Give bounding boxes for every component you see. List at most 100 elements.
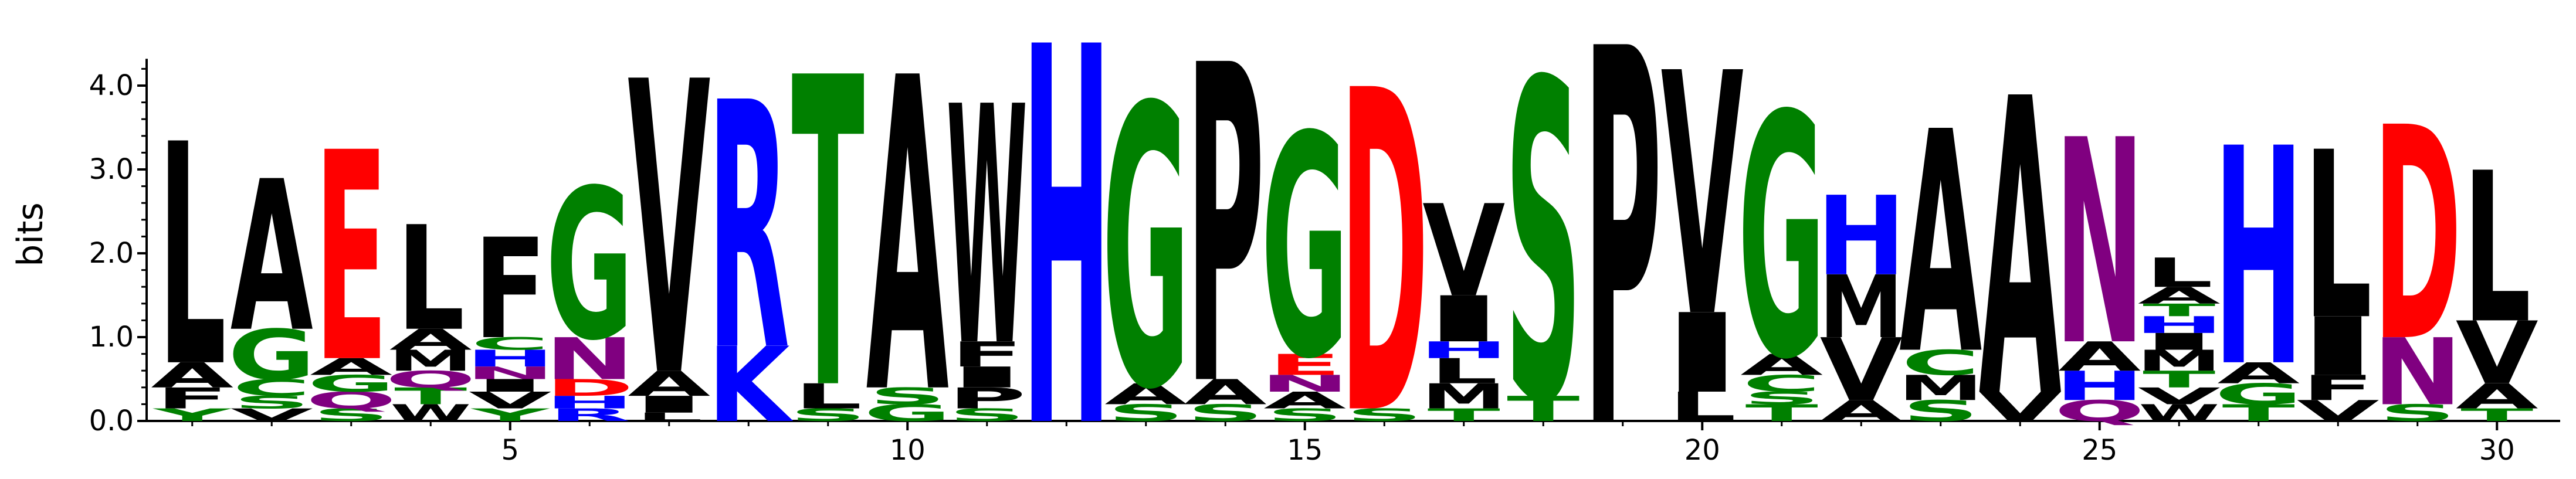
logo-letter: G — [1102, 26, 1190, 474]
logo-letter: F — [156, 382, 229, 415]
logo-letter: C — [471, 334, 550, 354]
logo-letter: G — [307, 371, 395, 398]
logo-letter: A — [1979, 13, 2062, 479]
logo-letter: S — [948, 405, 1025, 425]
logo-letter: N — [1260, 371, 1350, 398]
logo-letter: W — [390, 400, 471, 427]
logo-letter: S — [1107, 400, 1184, 427]
logo-letter: T — [792, 0, 865, 479]
logo-letter: V — [1661, 4, 1744, 391]
logo-letter: V — [1979, 384, 2062, 431]
logo-letter: G — [863, 400, 951, 427]
x-tick-label: 30 — [2479, 434, 2515, 467]
logo-letter: L — [1430, 351, 1498, 392]
logo-letter: N — [2055, 80, 2144, 408]
logo-letter: M — [1899, 368, 1983, 409]
logo-letter: W — [2138, 400, 2219, 427]
logo-letter: I — [2292, 301, 2384, 394]
logo-letter: A — [1263, 388, 1346, 415]
logo-letter: L — [2304, 103, 2372, 371]
logo-letter: H — [466, 345, 555, 372]
logo-letter: L — [158, 80, 226, 434]
logo-letter: I — [2133, 328, 2225, 355]
logo-letter: I — [464, 376, 557, 396]
x-tick-label: 20 — [1684, 434, 1720, 467]
logo-letter: V — [231, 405, 313, 425]
logo-letter: H — [1816, 174, 1906, 300]
logo-letter: L — [635, 410, 703, 424]
logo-letter: H — [545, 392, 634, 412]
logo-letter: S — [869, 383, 946, 410]
logo-letter: D — [1340, 0, 1429, 479]
logo-letter: G — [2215, 378, 2303, 411]
logo-letter: L — [2463, 130, 2531, 370]
logo-letter: V — [2456, 304, 2538, 404]
logo-letter: G — [545, 147, 633, 387]
logo-letter: E — [315, 92, 388, 426]
logo-letter: A — [2456, 376, 2538, 417]
logo-letter: M — [1819, 258, 1903, 358]
logo-letter: T — [2460, 405, 2533, 425]
logo-letter: R — [548, 405, 631, 425]
logo-letter: A — [628, 364, 710, 404]
logo-letter: T — [1507, 389, 1580, 429]
logo-letter: A — [1820, 395, 1903, 428]
logo-letter: F — [2302, 368, 2374, 409]
logo-letter: S — [789, 405, 866, 425]
y-axis: 0.0 1.0 2.0 3.0 4.0 — [89, 59, 148, 437]
logo-letter: V — [1820, 320, 1903, 420]
logo-letter: H — [2214, 86, 2303, 434]
logo-letter: T — [394, 383, 467, 410]
logo-letter: A — [2217, 356, 2300, 390]
logo-letter: E — [1269, 348, 1341, 382]
logo-letter: V — [2297, 395, 2380, 428]
logo-letter: S — [313, 405, 389, 425]
logo-letter: A — [1740, 348, 1823, 382]
logo-letter: S — [1743, 388, 1820, 408]
logo-letter: A — [231, 138, 314, 378]
logo-letter: G — [1738, 45, 1826, 433]
logo-letter: T — [2222, 400, 2295, 427]
logo-letter: V — [2138, 383, 2221, 410]
logo-letter: Q — [385, 366, 476, 393]
logo-letter: S — [1505, 0, 1582, 479]
logo-letter: A — [310, 354, 392, 381]
logo-letter: L — [396, 196, 465, 363]
logo-letter: T — [2143, 300, 2215, 320]
y-tick-label: 3.0 — [89, 153, 134, 186]
logo-letter: I — [1656, 291, 1748, 418]
logo-letter: N — [545, 326, 634, 393]
logo-letter: A — [2138, 283, 2221, 310]
x-tick-label: 15 — [1287, 434, 1323, 467]
logo-letter: V — [1422, 179, 1505, 326]
logo-letter: T — [1428, 405, 1500, 425]
logo-letter: N — [466, 363, 555, 383]
logo-letter: A — [866, 0, 950, 479]
logo-letter: A — [151, 355, 233, 396]
logo-letter: A — [1104, 378, 1187, 411]
y-tick-label: 1.0 — [89, 321, 134, 354]
logo-letter: H — [1022, 0, 1111, 479]
logo-letter: L — [794, 376, 862, 417]
logo-letter: H — [1419, 337, 1509, 364]
y-tick-label: 4.0 — [89, 69, 134, 102]
logo-letter: S — [2379, 400, 2456, 427]
logo-letter: S — [1266, 405, 1343, 425]
logo-letter: F — [951, 334, 1023, 375]
x-tick-label: 10 — [890, 434, 926, 467]
logo-letter: V — [469, 388, 551, 415]
logo-letter: D — [2373, 65, 2462, 406]
logo-letter: A — [2058, 334, 2141, 381]
logo-letter: A — [1184, 372, 1267, 413]
logo-letter: Q — [2054, 395, 2145, 428]
logo-letter: Y — [470, 405, 550, 425]
logo-letter: M — [1422, 376, 1506, 417]
logo-letter: C — [232, 375, 311, 402]
y-tick-label: 2.0 — [89, 237, 134, 270]
logo-letter: M — [388, 344, 473, 378]
logo-letter: A — [1899, 67, 1982, 422]
logo-letter: G — [1261, 72, 1349, 426]
logo-letter: I — [623, 391, 716, 418]
